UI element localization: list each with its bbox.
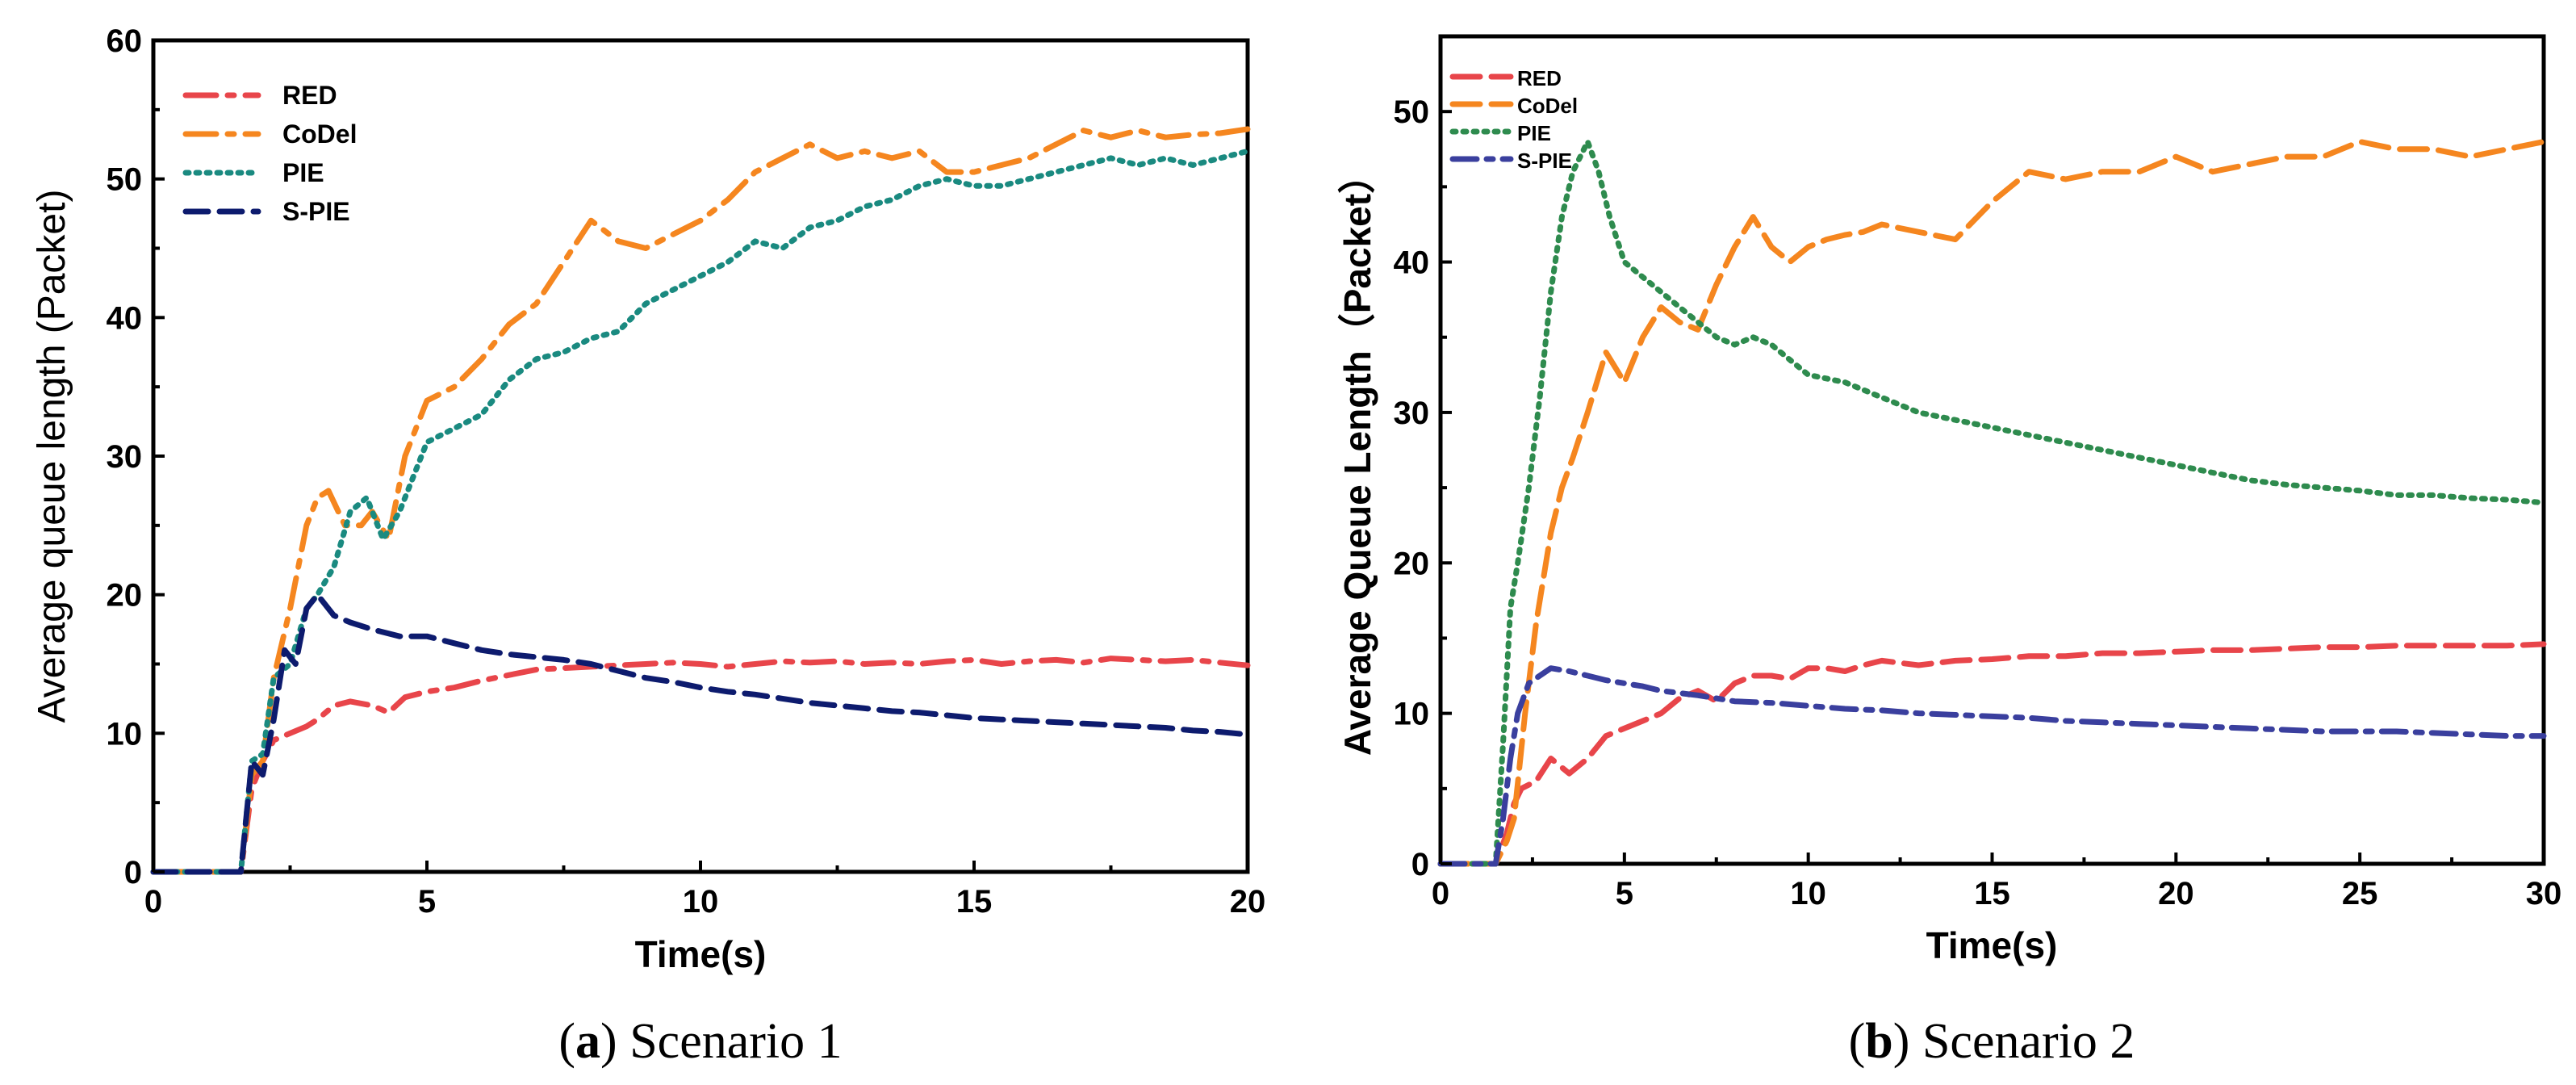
legend-label-red: RED xyxy=(282,81,337,110)
series-group-a xyxy=(150,126,1251,875)
y-tick-label: 10 xyxy=(107,716,143,752)
series-line-pie xyxy=(150,148,1251,875)
legend-label-red: RED xyxy=(1517,66,1562,90)
x-tick-label: 15 xyxy=(956,884,993,920)
ylabel-a: Average queue length (Packet) xyxy=(31,190,73,723)
x-tick-label: 0 xyxy=(144,884,162,920)
y-tick-label: 40 xyxy=(107,300,143,336)
legend-label-s-pie: S-PIE xyxy=(1517,149,1572,173)
y-tick-label: 10 xyxy=(1394,697,1430,732)
series-line-red xyxy=(1437,641,2547,867)
series-line-codel xyxy=(150,126,1251,875)
x-tick-label: 5 xyxy=(418,884,436,920)
panel-a: 0 5 10 15 20 0 10 20 30 40 50 60 Time(s) Average qu… xyxy=(31,23,1265,1069)
series-line-s-pie xyxy=(1437,665,2547,867)
caption-a: (a) Scenario 1 xyxy=(558,1014,842,1069)
caption-b: (b) Scenario 2 xyxy=(1849,1014,2135,1069)
series-line-red xyxy=(150,656,1251,875)
y-tick-label: 50 xyxy=(1394,94,1430,130)
legend-label-codel: CoDel xyxy=(1517,94,1578,118)
x-tick-label: 10 xyxy=(1790,876,1826,911)
ticks-group-b: 0 5 10 15 20 25 30 0 10 20 30 40 50 xyxy=(1394,94,2562,911)
y-tick-label: 20 xyxy=(107,578,143,614)
y-tick-label: 30 xyxy=(1394,396,1430,431)
x-tick-label: 0 xyxy=(1432,876,1449,911)
x-tick-label: 20 xyxy=(1230,884,1266,920)
caption-a-letter: a xyxy=(575,1014,600,1069)
y-tick-label: 50 xyxy=(107,162,143,198)
x-tick-label: 20 xyxy=(2158,876,2194,911)
xlabel-a: Time(s) xyxy=(635,933,767,975)
series-line-pie xyxy=(1437,139,2547,867)
y-tick-label: 30 xyxy=(107,439,143,475)
y-tick-label: 0 xyxy=(124,855,142,890)
series-line-s-pie xyxy=(150,592,1251,875)
x-tick-label: 30 xyxy=(2526,876,2562,911)
legend-label-pie: PIE xyxy=(1517,121,1551,145)
caption-b-letter: b xyxy=(1865,1014,1892,1069)
y-tick-label: 60 xyxy=(107,23,143,59)
y-tick-label: 20 xyxy=(1394,546,1430,581)
x-tick-label: 15 xyxy=(1974,876,2010,911)
series-line-codel xyxy=(1437,139,2547,867)
legend-b: RED CoDel PIE S-PIE xyxy=(1449,66,1578,173)
legend-label-pie: PIE xyxy=(282,158,324,187)
legend-label-codel: CoDel xyxy=(282,119,357,149)
legend-a: RED CoDel PIE S-PIE xyxy=(182,81,357,226)
legend-label-s-pie: S-PIE xyxy=(282,197,350,226)
panel-b: 0 5 10 15 20 25 30 0 10 20 30 40 50 Time(s) Average … xyxy=(1336,34,2562,1069)
series-group-b xyxy=(1437,139,2547,867)
y-tick-label: 40 xyxy=(1394,245,1430,281)
y-tick-label: 0 xyxy=(1411,847,1429,882)
caption-a-text: Scenario 1 xyxy=(629,1014,842,1069)
ylabel-b: Average Queue Length（Packet） xyxy=(1336,157,1378,756)
caption-b-text: Scenario 2 xyxy=(1922,1014,2135,1069)
x-tick-label: 10 xyxy=(683,884,719,920)
xlabel-b: Time(s) xyxy=(1926,924,2058,966)
ticks-group-a: 0 5 10 15 20 0 10 20 30 40 50 60 xyxy=(107,23,1266,920)
x-tick-label: 5 xyxy=(1616,876,1633,911)
x-tick-label: 25 xyxy=(2342,876,2378,911)
